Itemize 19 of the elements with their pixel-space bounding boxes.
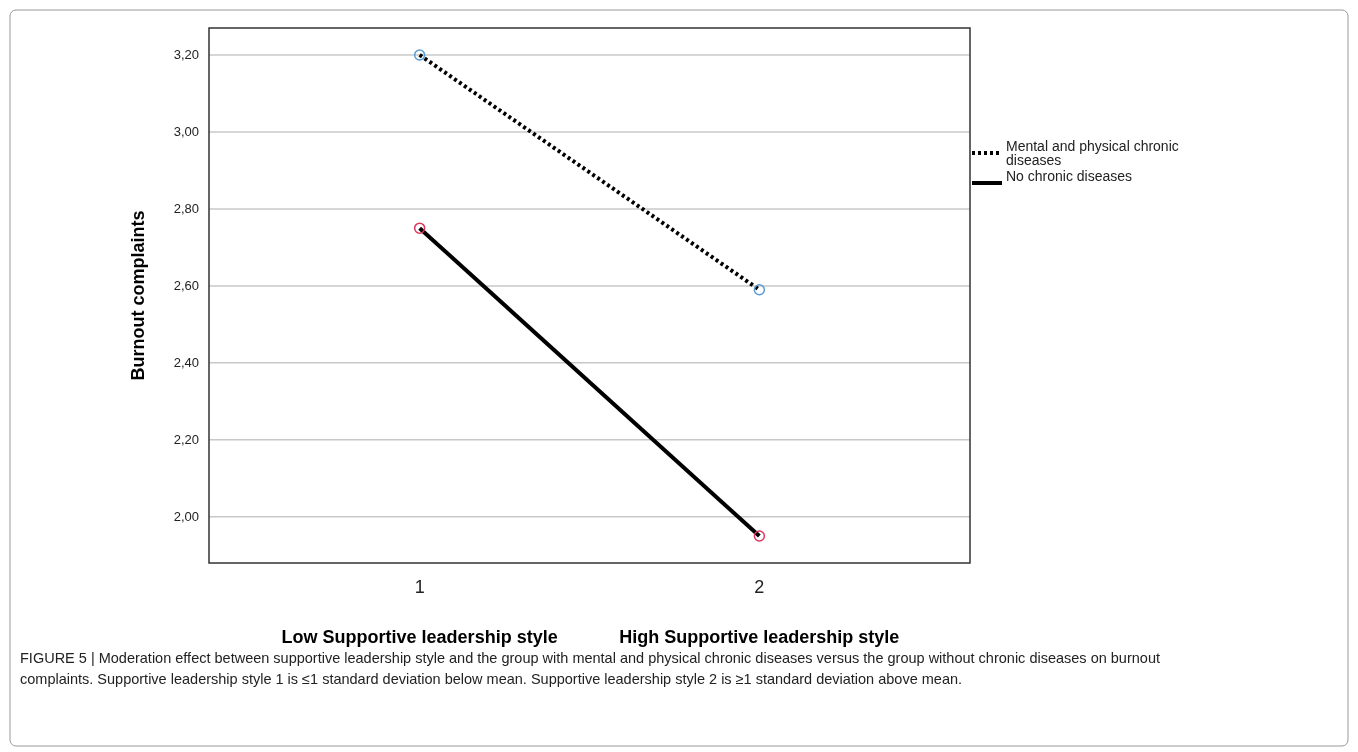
legend-label: No chronic diseases	[1006, 168, 1133, 184]
y-tick-label: 3,00	[173, 124, 199, 140]
y-tick-label: 2,20	[173, 432, 199, 448]
y-tick-label: 2,00	[173, 509, 199, 525]
caption: FIGURE 5 | Moderation effect between supportive leadership style and the group with mental and physical chronic diseases versus the group without chronic diseases on burnout complaints. Supportive leadership style 1 is ≤1 standard deviation below mean. Supportive leadership style 2 is ≥1 standard deviation above mean.	[20, 650, 1160, 687]
y-tick-label: 2,60	[173, 278, 199, 294]
y-tick-label: 3,20	[173, 47, 199, 63]
point	[413, 222, 426, 234]
text: High Supportive leadership style	[619, 627, 900, 647]
point	[753, 283, 766, 296]
y-axis-title: Burnout complaints	[128, 210, 148, 381]
point	[413, 49, 426, 61]
point	[753, 530, 766, 542]
text: Low Supportive leadership style	[281, 627, 558, 647]
y-tick-label: 2,40	[173, 355, 199, 371]
legend-label: Mental and physical chronic diseases	[1006, 138, 1179, 168]
y-tick-label: 2,80	[173, 201, 199, 217]
x-tick-label: 2	[754, 577, 765, 597]
x-tick-label: 1	[414, 577, 425, 597]
